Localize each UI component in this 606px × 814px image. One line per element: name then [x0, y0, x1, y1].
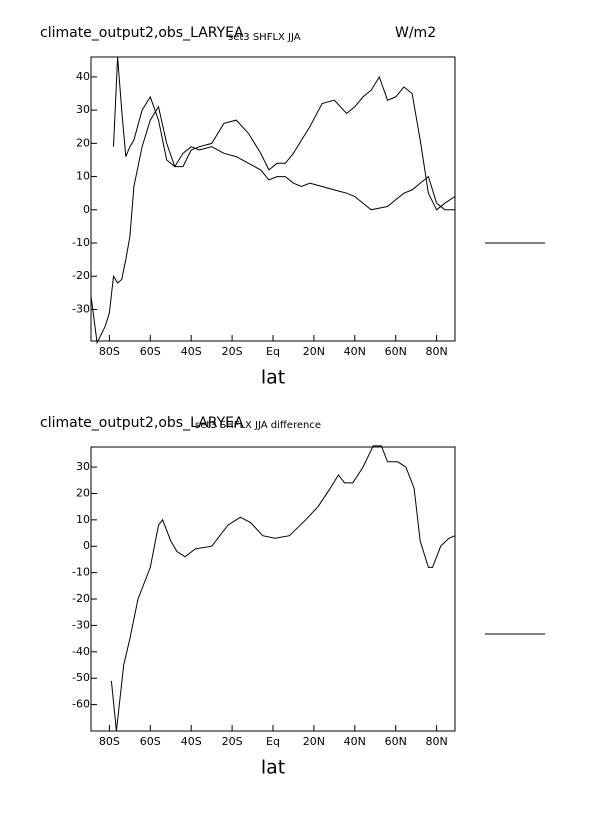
- x-tick-label: 20N: [303, 345, 325, 358]
- y-tick-label: 10: [76, 170, 90, 183]
- y-tick-label: -30: [72, 618, 90, 631]
- plot-frame: [90, 446, 456, 732]
- y-tick-label: -60: [72, 698, 90, 711]
- x-tick-label: 40S: [181, 735, 202, 748]
- y-tick-label: 10: [76, 513, 90, 526]
- chart-subtitle: set3 SHFLX JJA: [228, 32, 301, 43]
- data-line: [110, 445, 456, 732]
- x-tick-label: 60S: [140, 345, 161, 358]
- plot-frame: [90, 56, 456, 342]
- y-tick-label: 30: [76, 460, 90, 473]
- x-axis-label: lat: [261, 367, 285, 389]
- data-line: [90, 75, 456, 345]
- x-tick-label: 80S: [99, 735, 120, 748]
- y-tick-label: -10: [72, 566, 90, 579]
- y-tick-label: 20: [76, 136, 90, 149]
- y-tick-label: 20: [76, 486, 90, 499]
- x-tick-label: 80S: [99, 345, 120, 358]
- x-tick-label: 80N: [425, 345, 447, 358]
- y-tick-label: -40: [72, 645, 90, 658]
- y-tick-label: -20: [72, 592, 90, 605]
- x-tick-label: 60S: [140, 735, 161, 748]
- y-tick-label: -30: [72, 302, 90, 315]
- x-tick-label: Eq: [266, 345, 280, 358]
- x-axis-label: lat: [261, 757, 285, 779]
- units-label: W/m2: [395, 25, 436, 41]
- x-tick-label: 40N: [344, 345, 366, 358]
- chart-subtitle: set3 SHFLX JJA difference: [195, 420, 321, 431]
- y-tick-label: 0: [83, 203, 90, 216]
- y-tick-label: 40: [76, 70, 90, 83]
- x-tick-label: Eq: [266, 735, 280, 748]
- x-tick-label: 20N: [303, 735, 325, 748]
- data-line: [113, 56, 455, 211]
- x-tick-label: 60N: [385, 735, 407, 748]
- chart-title: climate_output2,obs_LARYEA: [40, 415, 244, 431]
- y-tick-label: -10: [72, 236, 90, 249]
- y-tick-label: -20: [72, 269, 90, 282]
- y-tick-label: 0: [83, 539, 90, 552]
- x-tick-label: 40S: [181, 345, 202, 358]
- chart-title: climate_output2,obs_LARYEA: [40, 25, 244, 41]
- y-tick-label: -50: [72, 671, 90, 684]
- x-tick-label: 60N: [385, 345, 407, 358]
- x-tick-label: 20S: [222, 345, 243, 358]
- x-tick-label: 80N: [425, 735, 447, 748]
- x-tick-label: 40N: [344, 735, 366, 748]
- y-tick-label: 30: [76, 103, 90, 116]
- x-tick-label: 20S: [222, 735, 243, 748]
